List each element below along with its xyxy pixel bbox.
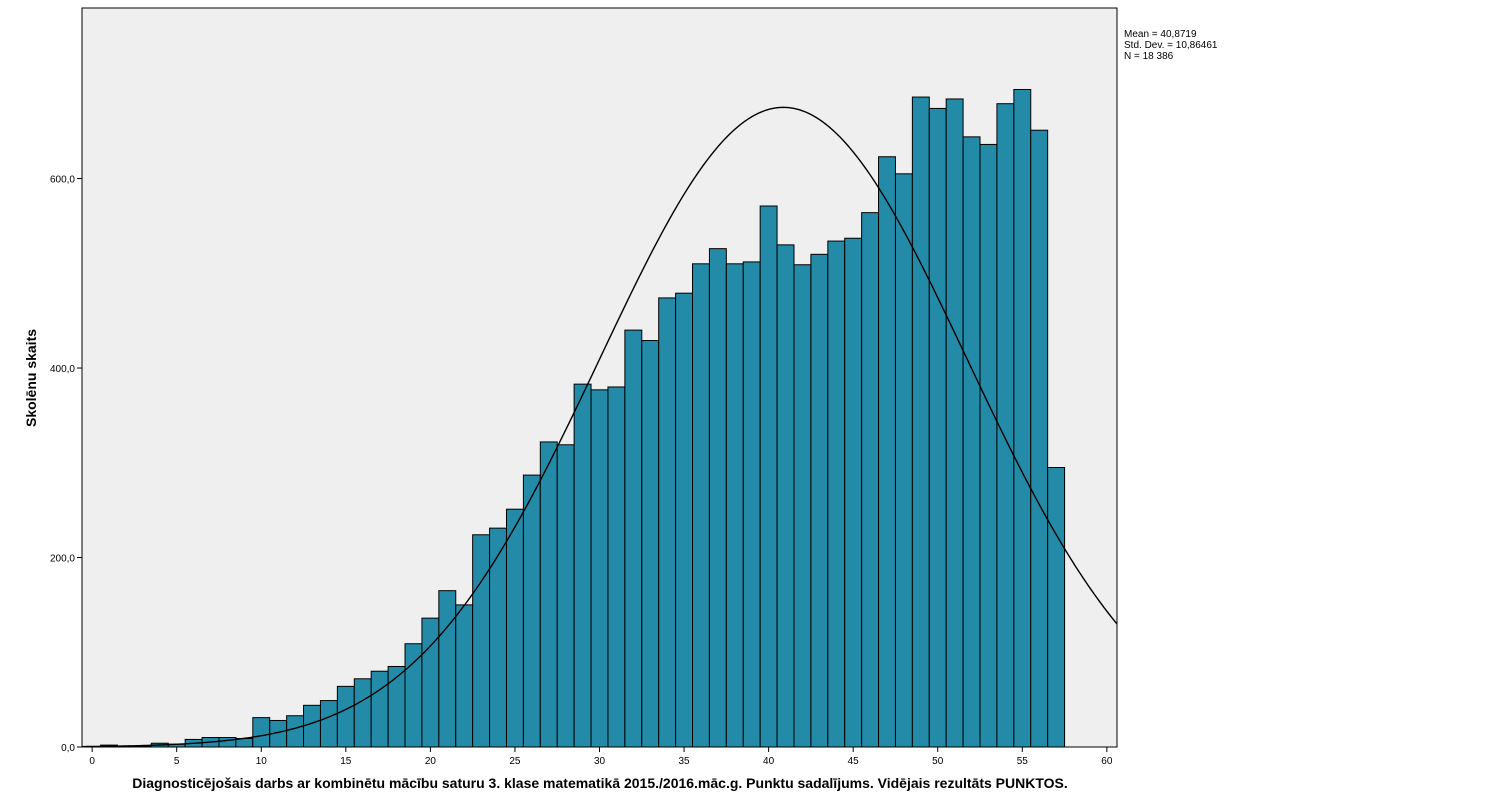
x-tick-label: 50 <box>932 756 944 767</box>
y-tick-label: 400,0 <box>50 364 75 375</box>
histogram-bar <box>489 527 507 748</box>
histogram-bar <box>539 441 558 748</box>
histogram-bar <box>370 670 389 748</box>
histogram-bar <box>658 297 677 748</box>
histogram-bar <box>336 685 355 748</box>
histogram-bar <box>861 212 880 748</box>
x-tick-label: 40 <box>763 756 775 767</box>
histogram-bar <box>522 474 541 748</box>
histogram-bar <box>1013 88 1032 748</box>
x-tick-label: 0 <box>89 756 95 767</box>
x-tick-label: 25 <box>509 756 521 767</box>
x-tick-label: 10 <box>256 756 268 767</box>
histogram-bar <box>353 678 372 748</box>
x-tick-label: 5 <box>174 756 180 767</box>
y-axis: 0,0 200,0 400,0 600,0 <box>50 175 82 754</box>
histogram-bar <box>810 253 829 748</box>
histogram-bar <box>742 261 761 748</box>
histogram-bar <box>911 96 930 748</box>
histogram-bar <box>641 340 660 748</box>
histogram-bar <box>962 136 981 748</box>
histogram-bar <box>455 604 474 748</box>
stats-mean: Mean = 40,8719 <box>1124 29 1197 40</box>
y-tick-label: 0,0 <box>61 743 75 754</box>
histogram-bar <box>252 717 271 748</box>
histogram-bar <box>1047 467 1066 748</box>
plot-frame <box>81 7 1118 748</box>
histogram-bar <box>573 383 592 748</box>
normal-curve <box>81 106 1118 748</box>
x-tick-label: 55 <box>1017 756 1029 767</box>
histogram-bar <box>303 704 321 748</box>
histogram-bar <box>844 237 863 748</box>
histogram-bar <box>505 508 524 748</box>
histogram-bar <box>421 617 440 748</box>
x-tick-label: 30 <box>594 756 606 767</box>
y-tick-label: 600,0 <box>50 175 75 186</box>
histogram-bar <box>793 264 812 748</box>
histogram-bar <box>1030 129 1049 748</box>
y-axis-label: Skolēnu skaits <box>23 328 39 428</box>
y-tick-label: 200,0 <box>50 554 75 565</box>
histogram-bar <box>894 173 913 748</box>
histogram-bar <box>945 98 964 748</box>
histogram-bar <box>827 240 846 748</box>
histogram-bar <box>218 737 237 748</box>
histogram-bar <box>759 205 778 748</box>
histogram-bar <box>556 444 575 748</box>
x-tick-label: 60 <box>1101 756 1113 767</box>
histogram-bar <box>590 389 609 748</box>
x-tick-label: 20 <box>425 756 437 767</box>
histogram-bar <box>928 107 947 748</box>
x-axis-label: Diagnosticējošais darbs ar kombinētu māc… <box>132 775 1068 791</box>
histogram-bar <box>286 715 305 748</box>
histogram-bar <box>692 263 710 748</box>
histogram-bar <box>607 386 626 748</box>
histogram-bar <box>708 248 727 748</box>
histogram-bar <box>675 292 694 748</box>
histogram-bar <box>878 156 896 748</box>
histogram-bar <box>319 700 338 748</box>
histogram-bar <box>776 244 795 748</box>
histogram-bar <box>472 534 491 748</box>
stats-legend: Mean = 40,8719 Std. Dev. = 10,86461 N = … <box>1124 29 1218 62</box>
x-tick-label: 35 <box>678 756 690 767</box>
x-tick-label: 15 <box>340 756 352 767</box>
histogram-bar <box>725 263 744 748</box>
stats-n: N = 18 386 <box>1124 51 1174 62</box>
stats-std-dev: Std. Dev. = 10,86461 <box>1124 40 1218 51</box>
x-axis: 0 5 10 15 20 25 30 35 40 45 50 55 60 <box>89 747 1113 767</box>
histogram-bar <box>624 329 643 748</box>
histogram-bar <box>404 643 423 748</box>
histogram-bar <box>438 590 457 748</box>
x-tick-label: 45 <box>848 756 860 767</box>
histogram-bar <box>979 143 998 748</box>
histogram-bar <box>387 665 406 748</box>
